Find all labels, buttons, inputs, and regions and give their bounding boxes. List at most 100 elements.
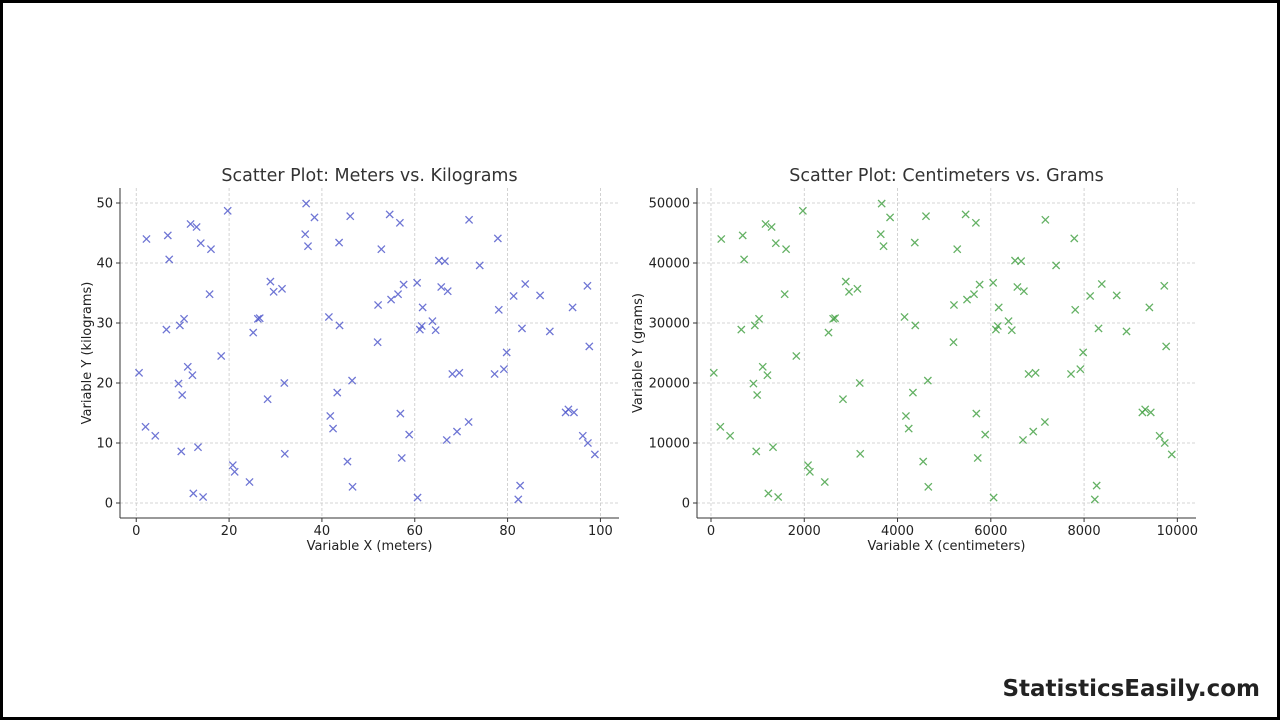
- data-point: [413, 493, 422, 502]
- data-point: [189, 489, 198, 498]
- data-point: [782, 245, 791, 254]
- data-point: [455, 368, 464, 377]
- data-point: [417, 321, 426, 331]
- data-point: [590, 450, 599, 459]
- data-point: [981, 430, 990, 439]
- data-point: [949, 338, 958, 347]
- y-tick-label: 20000: [649, 377, 690, 392]
- data-point: [199, 492, 208, 502]
- data-point: [324, 312, 333, 322]
- x-tick-label: 20: [221, 524, 238, 539]
- data-point: [175, 321, 184, 330]
- data-point: [754, 314, 764, 323]
- data-point: [280, 449, 289, 458]
- x-tick-label: 0: [707, 524, 715, 539]
- data-point: [545, 327, 554, 336]
- x-tick-label: 10000: [1157, 524, 1198, 539]
- data-point: [151, 431, 160, 440]
- data-point: [876, 230, 885, 239]
- data-point: [502, 348, 511, 357]
- x-tick-label: 100: [588, 524, 613, 539]
- data-point: [767, 222, 776, 232]
- data-point: [856, 449, 865, 458]
- data-point: [1094, 324, 1103, 333]
- data-point: [1155, 431, 1164, 440]
- data-point: [230, 467, 239, 476]
- data-point: [1017, 257, 1026, 266]
- data-point: [853, 284, 862, 293]
- data-point: [900, 312, 909, 322]
- data-point: [440, 257, 449, 266]
- data-point: [335, 321, 344, 330]
- data-point: [255, 314, 264, 323]
- data-point: [177, 447, 186, 456]
- data-point: [396, 409, 405, 418]
- data-point: [993, 321, 1002, 331]
- data-point: [193, 443, 203, 452]
- data-point: [509, 291, 518, 301]
- data-point: [1122, 327, 1131, 336]
- x-axis-label: Variable X (meters): [307, 539, 433, 554]
- data-point: [162, 325, 171, 334]
- x-tick-label: 60: [406, 524, 423, 539]
- data-point: [908, 388, 917, 397]
- data-point: [1160, 438, 1169, 448]
- data-point: [405, 430, 414, 439]
- data-point: [1160, 281, 1169, 290]
- data-point: [387, 295, 396, 304]
- data-point: [564, 405, 573, 414]
- data-point: [761, 219, 770, 229]
- data-point: [253, 314, 262, 323]
- data-point: [490, 369, 499, 379]
- scatter-chart-2: 0 2000 4000 6000 8000 10000 0 10000 20000 30000 40…: [631, 166, 1198, 554]
- data-point: [399, 280, 408, 289]
- data-point: [717, 234, 726, 244]
- data-point: [1031, 368, 1040, 377]
- data-point: [1112, 291, 1121, 300]
- data-point: [749, 379, 758, 388]
- data-point: [333, 388, 342, 397]
- data-point: [774, 492, 783, 502]
- data-point: [277, 284, 287, 293]
- data-point: [142, 234, 151, 244]
- data-point: [266, 277, 275, 286]
- data-point: [374, 300, 383, 310]
- data-point: [1092, 481, 1101, 490]
- data-point: [752, 447, 761, 456]
- data-point: [329, 424, 338, 433]
- data-point: [516, 481, 525, 490]
- data-point: [303, 242, 313, 251]
- data-point: [737, 325, 746, 334]
- data-point: [493, 234, 502, 243]
- data-point: [1040, 417, 1049, 427]
- data-point: [205, 290, 214, 299]
- data-point: [223, 206, 232, 215]
- data-point: [1019, 287, 1028, 296]
- data-point: [186, 219, 195, 229]
- y-tick-label: 0: [105, 497, 113, 512]
- data-point: [178, 390, 187, 400]
- data-point: [1024, 369, 1033, 379]
- y-tick-label: 20: [96, 377, 113, 392]
- y-tick-label: 0: [682, 497, 690, 512]
- data-point: [841, 277, 850, 286]
- data-point: [583, 438, 592, 448]
- data-point: [442, 435, 451, 445]
- data-point: [921, 212, 931, 221]
- data-point: [989, 278, 998, 287]
- data-point: [280, 378, 289, 388]
- data-point: [395, 218, 404, 227]
- data-point: [348, 376, 357, 385]
- data-point: [994, 303, 1003, 312]
- x-axis-label: Variable X (centimeters): [868, 539, 1026, 554]
- data-point: [969, 290, 979, 299]
- data-point: [196, 239, 205, 248]
- data-point: [302, 199, 311, 208]
- data-point: [972, 409, 981, 418]
- data-point: [901, 411, 910, 421]
- data-point: [377, 245, 386, 254]
- data-point: [418, 303, 427, 312]
- data-point: [798, 206, 807, 215]
- data-point: [397, 453, 406, 463]
- data-point: [348, 482, 357, 491]
